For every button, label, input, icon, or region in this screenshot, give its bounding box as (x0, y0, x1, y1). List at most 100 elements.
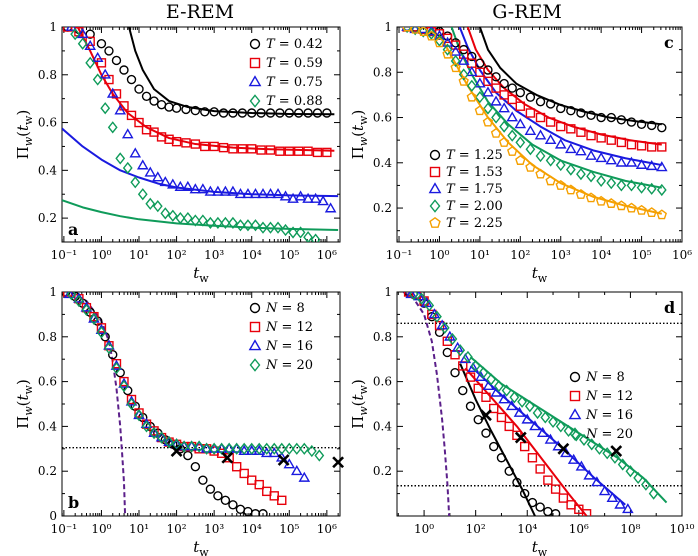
data-point (586, 130, 596, 141)
data-point (108, 350, 118, 360)
data-point (171, 103, 182, 113)
data-point (106, 87, 119, 98)
data-point (288, 226, 298, 239)
legend-marker (429, 216, 441, 228)
y-tick-label: 1 (384, 20, 392, 34)
data-point (265, 108, 276, 118)
data-point (185, 440, 198, 451)
data-point (111, 362, 122, 375)
data-point (576, 108, 586, 118)
data-point (220, 495, 231, 506)
data-point (418, 27, 429, 38)
data-point (249, 188, 262, 199)
data-point (228, 216, 238, 230)
data-point (532, 406, 543, 420)
data-point (70, 28, 81, 41)
data-point (182, 211, 193, 225)
data-point (317, 195, 329, 206)
y-tick-label: 0.4 (38, 419, 57, 433)
x-tick-label: 10¹ (129, 522, 149, 536)
x-tick-label: 10⁰ (429, 248, 449, 262)
series-black (62, 27, 332, 118)
data-point (439, 321, 450, 334)
data-point (209, 442, 220, 455)
y-tick-label: 0.8 (373, 330, 392, 344)
data-point (231, 442, 242, 455)
data-point (136, 159, 149, 170)
data-point (596, 174, 607, 188)
y-tick-label: 0.8 (38, 68, 57, 82)
data-point (616, 137, 627, 148)
legend-marker (429, 149, 441, 161)
data-point (181, 104, 191, 115)
data-point (257, 188, 269, 199)
data-point (254, 479, 264, 490)
data-point (213, 216, 223, 230)
data-point (519, 441, 530, 452)
data-point (130, 176, 141, 189)
data-point (545, 117, 556, 127)
data-point (265, 145, 276, 155)
data-point (410, 27, 421, 36)
data-point (256, 145, 266, 155)
data-point (111, 55, 122, 66)
data-point (594, 442, 605, 455)
legend-marker (428, 182, 442, 194)
plot-frame (61, 26, 341, 243)
data-point (237, 108, 248, 118)
data-point (575, 460, 588, 471)
data-point (209, 141, 219, 152)
data-point (489, 403, 499, 414)
data-point (418, 27, 429, 36)
data-point (483, 102, 493, 115)
data-point (293, 146, 304, 156)
data-point (234, 188, 247, 199)
data-point (465, 401, 476, 411)
legend-marker (568, 408, 582, 420)
data-point (545, 175, 556, 186)
data-point (458, 385, 468, 396)
plot-area (62, 292, 340, 516)
y-tick-label: 0.4 (373, 419, 392, 433)
data-point (596, 112, 606, 123)
legend-label: T = 2.25 (446, 216, 503, 231)
data-point (595, 152, 607, 163)
data-point (119, 376, 129, 387)
data-point (115, 152, 126, 165)
y-axis-label: Πw(tw) (349, 379, 370, 429)
data-point (312, 108, 323, 118)
data-point (626, 117, 637, 127)
data-point (483, 76, 493, 87)
x-tick-label: 10² (167, 522, 187, 536)
x-tick-label: 10³ (204, 248, 224, 262)
data-point (144, 166, 157, 177)
data-point (200, 442, 213, 453)
data-point (209, 107, 219, 117)
data-point (228, 500, 238, 510)
data-point (626, 179, 637, 192)
legend-marker (429, 199, 441, 213)
data-point (567, 453, 580, 464)
data-point (625, 465, 636, 478)
data-point (566, 106, 576, 116)
data-point (467, 361, 479, 373)
cross-stroke (557, 442, 570, 455)
data-point (558, 493, 569, 503)
data-point (505, 400, 518, 411)
cross-marker (170, 445, 183, 457)
data-point (556, 103, 566, 114)
data-point (512, 477, 522, 488)
data-point (76, 27, 89, 39)
data-point (151, 171, 164, 182)
data-point (645, 159, 658, 171)
data-point (636, 119, 647, 130)
data-point (149, 426, 159, 440)
data-point (145, 197, 156, 210)
data-point (478, 366, 489, 379)
data-point (626, 139, 637, 150)
data-point (465, 66, 478, 77)
data-point (507, 129, 518, 142)
data-point (276, 442, 287, 455)
data-point (235, 504, 246, 514)
data-point (205, 216, 216, 230)
